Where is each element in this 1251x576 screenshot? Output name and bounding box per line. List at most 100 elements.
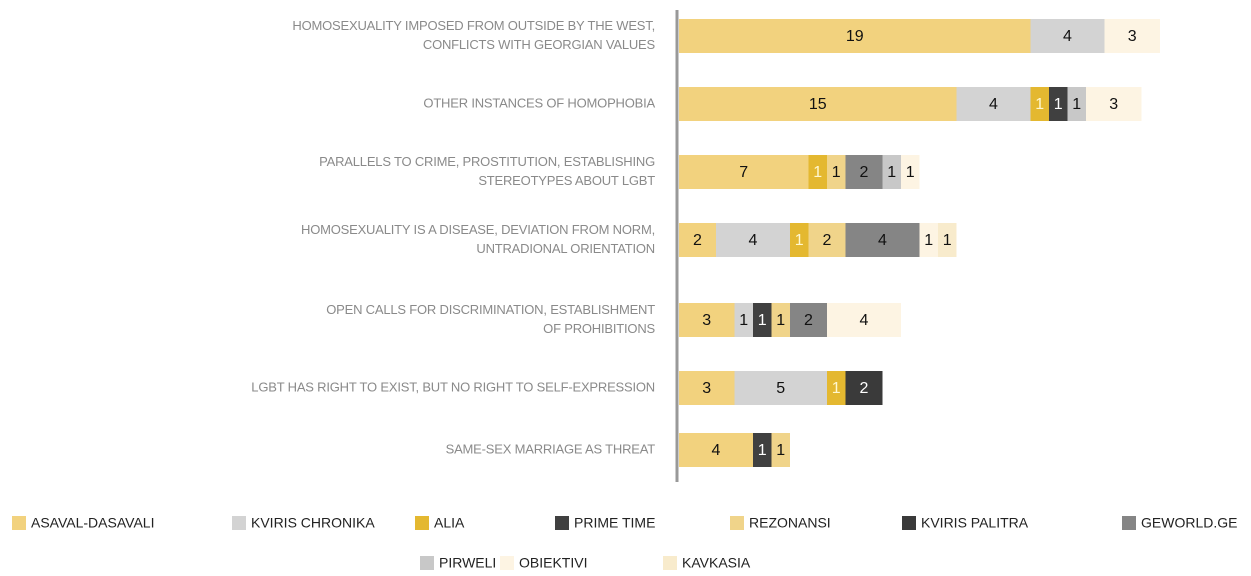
value-label: 2 <box>860 164 869 181</box>
bar-segment <box>1049 87 1068 121</box>
bar-segment <box>771 433 790 467</box>
legend-label: KVIRIS PALITRA <box>921 515 1029 531</box>
value-label: 1 <box>887 164 896 181</box>
bar-segment <box>919 223 938 257</box>
category-label: UNTRADIONAL ORIENTATION <box>476 241 655 256</box>
value-label: 3 <box>702 380 711 397</box>
bar-segment <box>845 223 920 257</box>
value-label: 1 <box>924 232 933 249</box>
category-label: OF PROHIBITIONS <box>543 321 655 336</box>
bar-segment <box>1067 87 1086 121</box>
value-label: 3 <box>1128 28 1137 45</box>
value-label: 1 <box>776 442 785 459</box>
bar-segment <box>808 223 846 257</box>
category-label: PARALLELS TO CRIME, PROSTITUTION, ESTABL… <box>319 154 655 169</box>
legend-swatch <box>232 516 246 530</box>
value-label: 4 <box>749 232 758 249</box>
value-label: 15 <box>809 96 827 113</box>
value-label: 2 <box>693 232 702 249</box>
bar-segment <box>716 223 790 257</box>
bar-segment <box>679 19 1031 53</box>
bar-segment <box>753 303 772 337</box>
category-label: HOMOSEXUALITY IMPOSED FROM OUTSIDE BY TH… <box>292 18 655 33</box>
value-label: 19 <box>846 28 864 45</box>
legend-label: OBIEKTIVI <box>519 555 587 571</box>
value-label: 4 <box>989 96 998 113</box>
value-label: 4 <box>1063 28 1072 45</box>
bar-segment <box>679 87 957 121</box>
bar-segment <box>845 371 883 405</box>
legend-label: KVIRIS CHRONIKA <box>251 515 375 531</box>
value-label: 1 <box>813 164 822 181</box>
category-label: SAME-SEX MARRIAGE AS THREAT <box>446 441 656 456</box>
legend-swatch <box>500 556 514 570</box>
bar-segment <box>1086 87 1142 121</box>
value-label: 4 <box>712 442 721 459</box>
bar-segment <box>938 223 957 257</box>
legend-swatch <box>415 516 429 530</box>
bar-segment <box>679 371 735 405</box>
value-label: 7 <box>739 164 748 181</box>
value-label: 1 <box>943 232 952 249</box>
bar-segment <box>734 303 753 337</box>
bar-segment <box>1030 19 1105 53</box>
bar-segment <box>827 371 846 405</box>
bar-segment <box>771 303 790 337</box>
bar-segment <box>827 303 901 337</box>
value-label: 1 <box>776 312 785 329</box>
value-label: 1 <box>739 312 748 329</box>
value-label: 1 <box>832 164 841 181</box>
value-label: 5 <box>776 380 785 397</box>
bar-segment <box>882 155 901 189</box>
legend-label: REZONANSI <box>749 515 831 531</box>
value-label: 1 <box>832 380 841 397</box>
bar-segment <box>956 87 1031 121</box>
value-label: 1 <box>1072 96 1081 113</box>
legend-label: ASAVAL-DASAVALI <box>31 515 154 531</box>
legend-swatch <box>902 516 916 530</box>
value-label: 2 <box>823 232 832 249</box>
bar-segment <box>679 303 735 337</box>
bar-segment <box>1030 87 1049 121</box>
value-label: 3 <box>1109 96 1118 113</box>
category-label: OTHER INSTANCES OF HOMOPHOBIA <box>423 95 655 110</box>
value-label: 4 <box>860 312 869 329</box>
value-label: 1 <box>1054 96 1063 113</box>
legend-label: PIRWELI <box>439 555 496 571</box>
value-label: 2 <box>860 380 869 397</box>
category-label: OPEN CALLS FOR DISCRIMINATION, ESTABLISH… <box>326 302 655 317</box>
category-label: LGBT HAS RIGHT TO EXIST, BUT NO RIGHT TO… <box>251 379 655 394</box>
bar-segment <box>753 433 772 467</box>
value-label: 1 <box>795 232 804 249</box>
category-label: STEREOTYPES ABOUT LGBT <box>478 173 655 188</box>
legend-label: ALIA <box>434 515 465 531</box>
bar-segment <box>1104 19 1160 53</box>
bar-segment <box>679 223 716 257</box>
bar-segment <box>790 223 809 257</box>
legend-label: KAVKASIA <box>682 555 751 571</box>
value-label: 3 <box>702 312 711 329</box>
value-label: 1 <box>758 312 767 329</box>
bar-segment <box>734 371 827 405</box>
legend-label: PRIME TIME <box>574 515 655 531</box>
bar-segment <box>679 433 753 467</box>
legend-swatch <box>1122 516 1136 530</box>
legend-swatch <box>663 556 677 570</box>
bar-segment <box>845 155 883 189</box>
category-label: CONFLICTS WITH GEORGIAN VALUES <box>423 37 656 52</box>
value-label: 1 <box>1035 96 1044 113</box>
legend-label: GEWORLD.GE <box>1141 515 1237 531</box>
bar-segment <box>827 155 846 189</box>
legend-swatch <box>730 516 744 530</box>
legend-swatch <box>12 516 26 530</box>
value-label: 4 <box>878 232 887 249</box>
value-label: 1 <box>758 442 767 459</box>
value-label: 2 <box>804 312 813 329</box>
legend-swatch <box>555 516 569 530</box>
bar-segment <box>679 155 809 189</box>
legend-swatch <box>420 556 434 570</box>
bar-segment <box>808 155 827 189</box>
value-label: 1 <box>906 164 915 181</box>
category-label: HOMOSEXUALITY IS A DISEASE, DEVIATION FR… <box>301 222 655 237</box>
